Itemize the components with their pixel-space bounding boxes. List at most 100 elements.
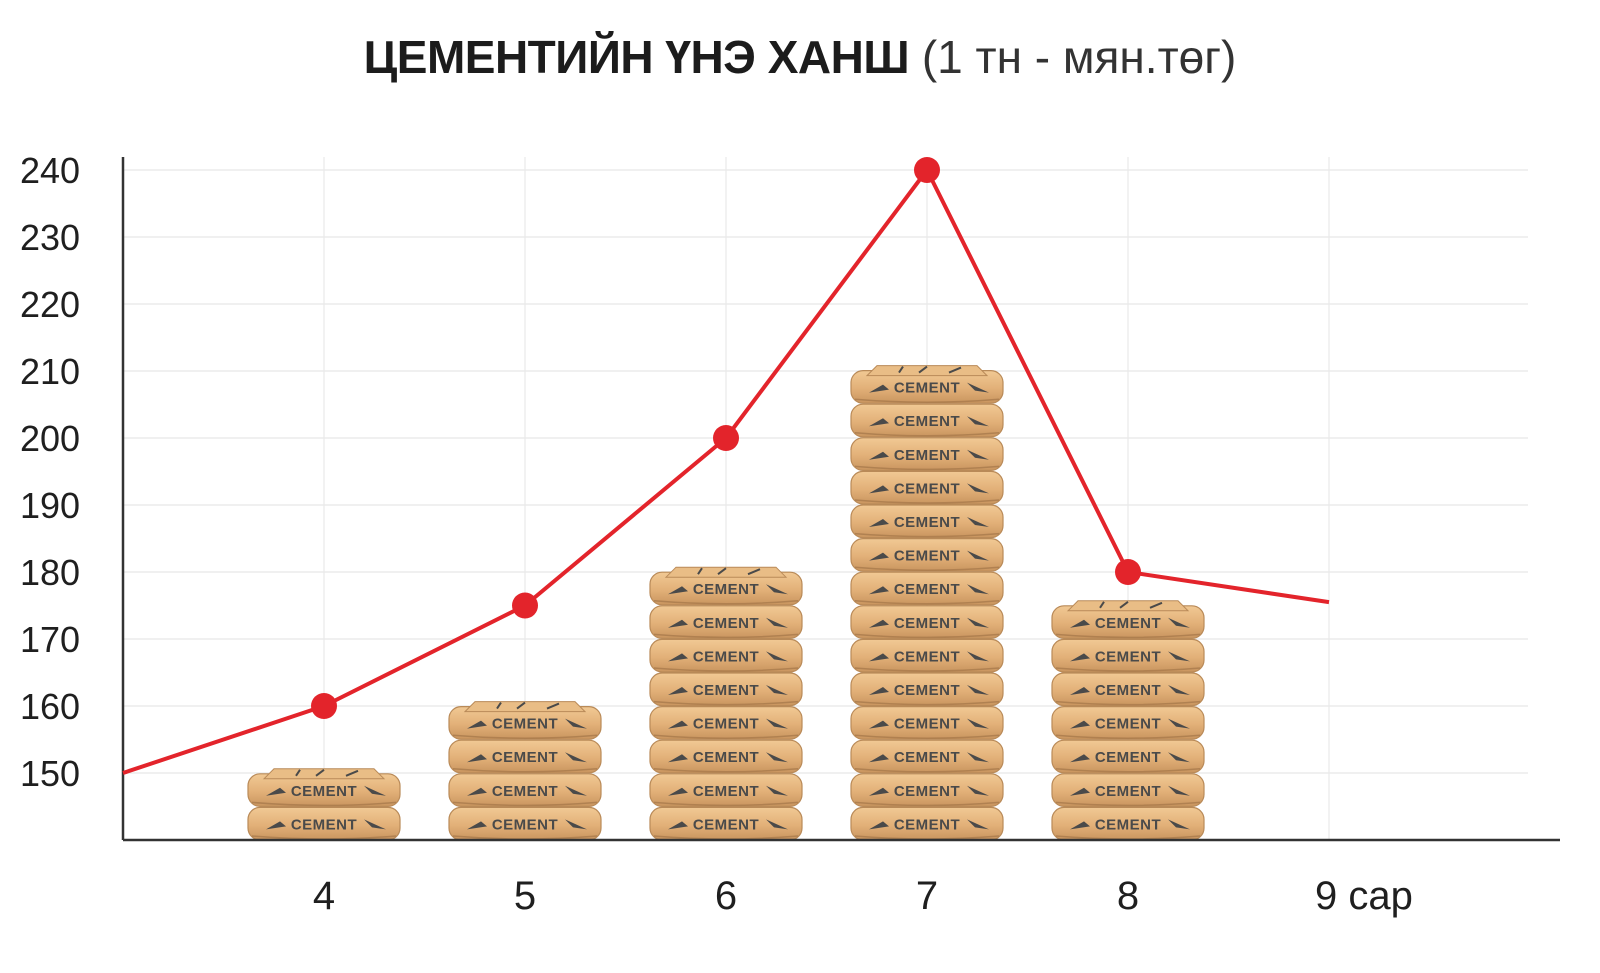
trowel-icon xyxy=(565,752,587,763)
bag-body xyxy=(850,437,1004,471)
trowel-icon xyxy=(967,819,989,830)
y-tick-label: 220 xyxy=(20,284,80,325)
bag-body xyxy=(850,672,1004,707)
trowel-icon xyxy=(668,720,688,729)
bag-label: CEMENT xyxy=(894,783,960,800)
bag-body xyxy=(649,739,803,774)
x-tick-label: 7 xyxy=(916,874,938,918)
bag-seam xyxy=(854,768,1000,773)
trowel-icon xyxy=(1070,687,1090,695)
cement-bag: CEMENT xyxy=(1051,806,1205,841)
bag-label: CEMENT xyxy=(1095,749,1161,766)
x-tick-label: 5 xyxy=(514,874,536,918)
bag-seam xyxy=(653,667,799,672)
trowel-icon xyxy=(967,785,989,796)
trowel-icon xyxy=(668,754,688,763)
trowel-icon xyxy=(1070,821,1090,830)
bag-body xyxy=(649,773,803,807)
bag-seam xyxy=(1055,633,1201,639)
bag-seam xyxy=(854,398,1000,403)
trowel-icon xyxy=(1070,619,1090,628)
bag-top xyxy=(262,768,386,780)
bag-body xyxy=(649,705,803,740)
bag-label: CEMENT xyxy=(1095,648,1161,665)
trowel-icon xyxy=(766,819,788,830)
price-line xyxy=(122,157,1330,775)
trowel-icon xyxy=(766,752,788,763)
trowel-icon xyxy=(967,584,989,595)
cement-bag: CEMENT xyxy=(850,605,1004,639)
trowel-icon xyxy=(967,651,989,662)
bag-label: CEMENT xyxy=(894,514,960,531)
cement-bag-stacks: CEMENTCEMENTCEMENTCEMENTCEMENTCEMENTCEME… xyxy=(247,365,1205,841)
trowel-icon xyxy=(766,651,788,662)
cement-bag: CEMENT xyxy=(649,806,803,841)
data-point xyxy=(1115,559,1141,585)
bag-body xyxy=(850,705,1004,740)
y-tick-label: 200 xyxy=(20,418,80,459)
bag-label: CEMENT xyxy=(894,380,960,397)
trowel-icon xyxy=(1168,651,1190,662)
data-point xyxy=(713,425,739,451)
bag-top xyxy=(1066,600,1190,612)
trowel-icon xyxy=(1070,720,1090,729)
x-tick-label: 8 xyxy=(1117,874,1139,918)
bag-seam xyxy=(854,734,1000,739)
bag-body xyxy=(850,504,1004,539)
trowel-icon xyxy=(967,550,989,561)
trowel-icon xyxy=(668,586,688,595)
bag-body xyxy=(448,739,602,774)
cement-bag: CEMENT xyxy=(850,806,1004,841)
bag-stack: CEMENT CEMENT CEMENT CEMENT CEMENT CEMENT CEME… xyxy=(850,365,1004,841)
cement-bag: CEMENT xyxy=(448,806,602,841)
bag-seam xyxy=(854,432,1000,437)
trowel-icon xyxy=(565,785,587,796)
bag-body xyxy=(1051,705,1205,740)
bag-stack: CEMENT CEMENT xyxy=(247,768,401,841)
bag-body xyxy=(850,739,1004,774)
trowel-icon xyxy=(869,787,889,796)
bag-label: CEMENT xyxy=(1095,783,1161,800)
bag-stack: CEMENT CEMENT CEMENT CEMENT xyxy=(448,701,602,841)
bag-label: CEMENT xyxy=(492,716,558,733)
bag-label: CEMENT xyxy=(492,783,558,800)
bag-seam xyxy=(854,465,1000,471)
y-tick-label: 180 xyxy=(20,552,80,593)
cement-bag: CEMENT xyxy=(850,403,1004,438)
bag-label: CEMENT xyxy=(894,615,960,632)
x-tick-label: 4 xyxy=(313,874,335,918)
cement-bag: CEMENT xyxy=(247,806,401,841)
chart-title-unit: (1 тн - мян.төг) xyxy=(921,31,1237,83)
bag-label: CEMENT xyxy=(693,749,759,766)
bag-body xyxy=(649,672,803,707)
y-tick-label: 210 xyxy=(20,351,80,392)
chart-title-main: ЦЕМЕНТИЙН ҮНЭ ХАНШ xyxy=(363,31,910,83)
bag-top-mark xyxy=(1099,601,1163,609)
trowel-icon xyxy=(1070,787,1090,796)
cement-bag: CEMENT xyxy=(850,672,1004,707)
cement-bag: CEMENT xyxy=(850,537,1004,572)
bag-label: CEMENT xyxy=(894,447,960,464)
bag-seam xyxy=(653,734,799,739)
bag-seam xyxy=(1055,734,1201,739)
bag-seam xyxy=(251,801,397,807)
bag-label: CEMENT xyxy=(693,615,759,632)
cement-bag: CEMENT xyxy=(850,370,1004,404)
y-tick-label: 190 xyxy=(20,485,80,526)
x-tick-label: 9 сар xyxy=(1315,874,1413,918)
trowel-icon xyxy=(668,821,688,830)
trowel-icon xyxy=(967,416,989,427)
trowel-icon xyxy=(967,718,989,729)
bag-body xyxy=(1051,739,1205,774)
trowel-icon xyxy=(869,552,889,561)
bag-label: CEMENT xyxy=(492,816,558,833)
trowel-icon xyxy=(668,787,688,796)
trowel-icon xyxy=(869,418,889,427)
bag-top-mark xyxy=(697,567,761,576)
y-tick-label: 230 xyxy=(20,217,80,258)
bag-seam xyxy=(1055,700,1201,706)
bag-label: CEMENT xyxy=(894,413,960,430)
cement-bag: CEMENT xyxy=(649,672,803,707)
trowel-icon xyxy=(668,687,688,695)
bag-seam xyxy=(1055,801,1201,807)
